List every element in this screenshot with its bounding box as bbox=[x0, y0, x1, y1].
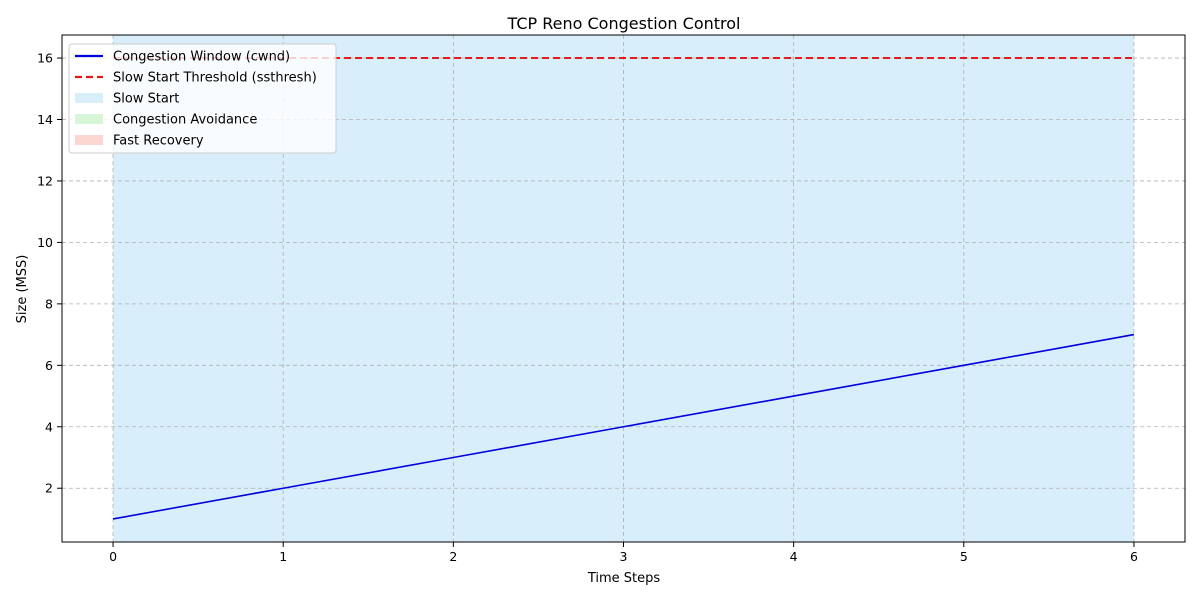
x-tick-label-2: 2 bbox=[449, 549, 457, 564]
y-tick-label-4: 10 bbox=[37, 235, 53, 250]
legend-swatch-3 bbox=[75, 114, 103, 124]
y-tick-label-5: 12 bbox=[37, 173, 53, 188]
legend-label-2: Slow Start bbox=[113, 92, 179, 107]
y-tick-label-1: 4 bbox=[45, 419, 53, 434]
series-line-0 bbox=[112, 333, 1135, 520]
x-tick-label-5: 5 bbox=[960, 549, 968, 564]
legend-label-4: Fast Recovery bbox=[113, 134, 204, 149]
x-tick-label-0: 0 bbox=[109, 549, 117, 564]
legend-label-3: Congestion Avoidance bbox=[113, 113, 257, 128]
legend-swatch-2 bbox=[75, 93, 103, 103]
x-tick-label-6: 6 bbox=[1130, 549, 1138, 564]
y-tick-label-2: 6 bbox=[45, 358, 53, 373]
chart-title: TCP Reno Congestion Control bbox=[506, 14, 740, 33]
y-tick-label-3: 8 bbox=[45, 296, 53, 311]
y-axis-label: Size (MSS) bbox=[15, 255, 30, 324]
legend-label-1: Slow Start Threshold (ssthresh) bbox=[113, 71, 317, 86]
y-tick-label-0: 2 bbox=[45, 481, 53, 496]
y-tick-label-7: 16 bbox=[37, 51, 53, 66]
y-tick-label-6: 14 bbox=[37, 112, 53, 127]
x-tick-label-1: 1 bbox=[279, 549, 287, 564]
legend-label-0: Congestion Window (cwnd) bbox=[113, 50, 290, 65]
x-tick-label-4: 4 bbox=[790, 549, 798, 564]
legend: Congestion Window (cwnd) Slow Start Thres… bbox=[68, 43, 337, 154]
x-tick-label-3: 3 bbox=[620, 549, 628, 564]
legend-box bbox=[68, 43, 337, 154]
legend-swatch-4 bbox=[75, 135, 103, 145]
x-axis-label: Time Steps bbox=[587, 571, 661, 586]
